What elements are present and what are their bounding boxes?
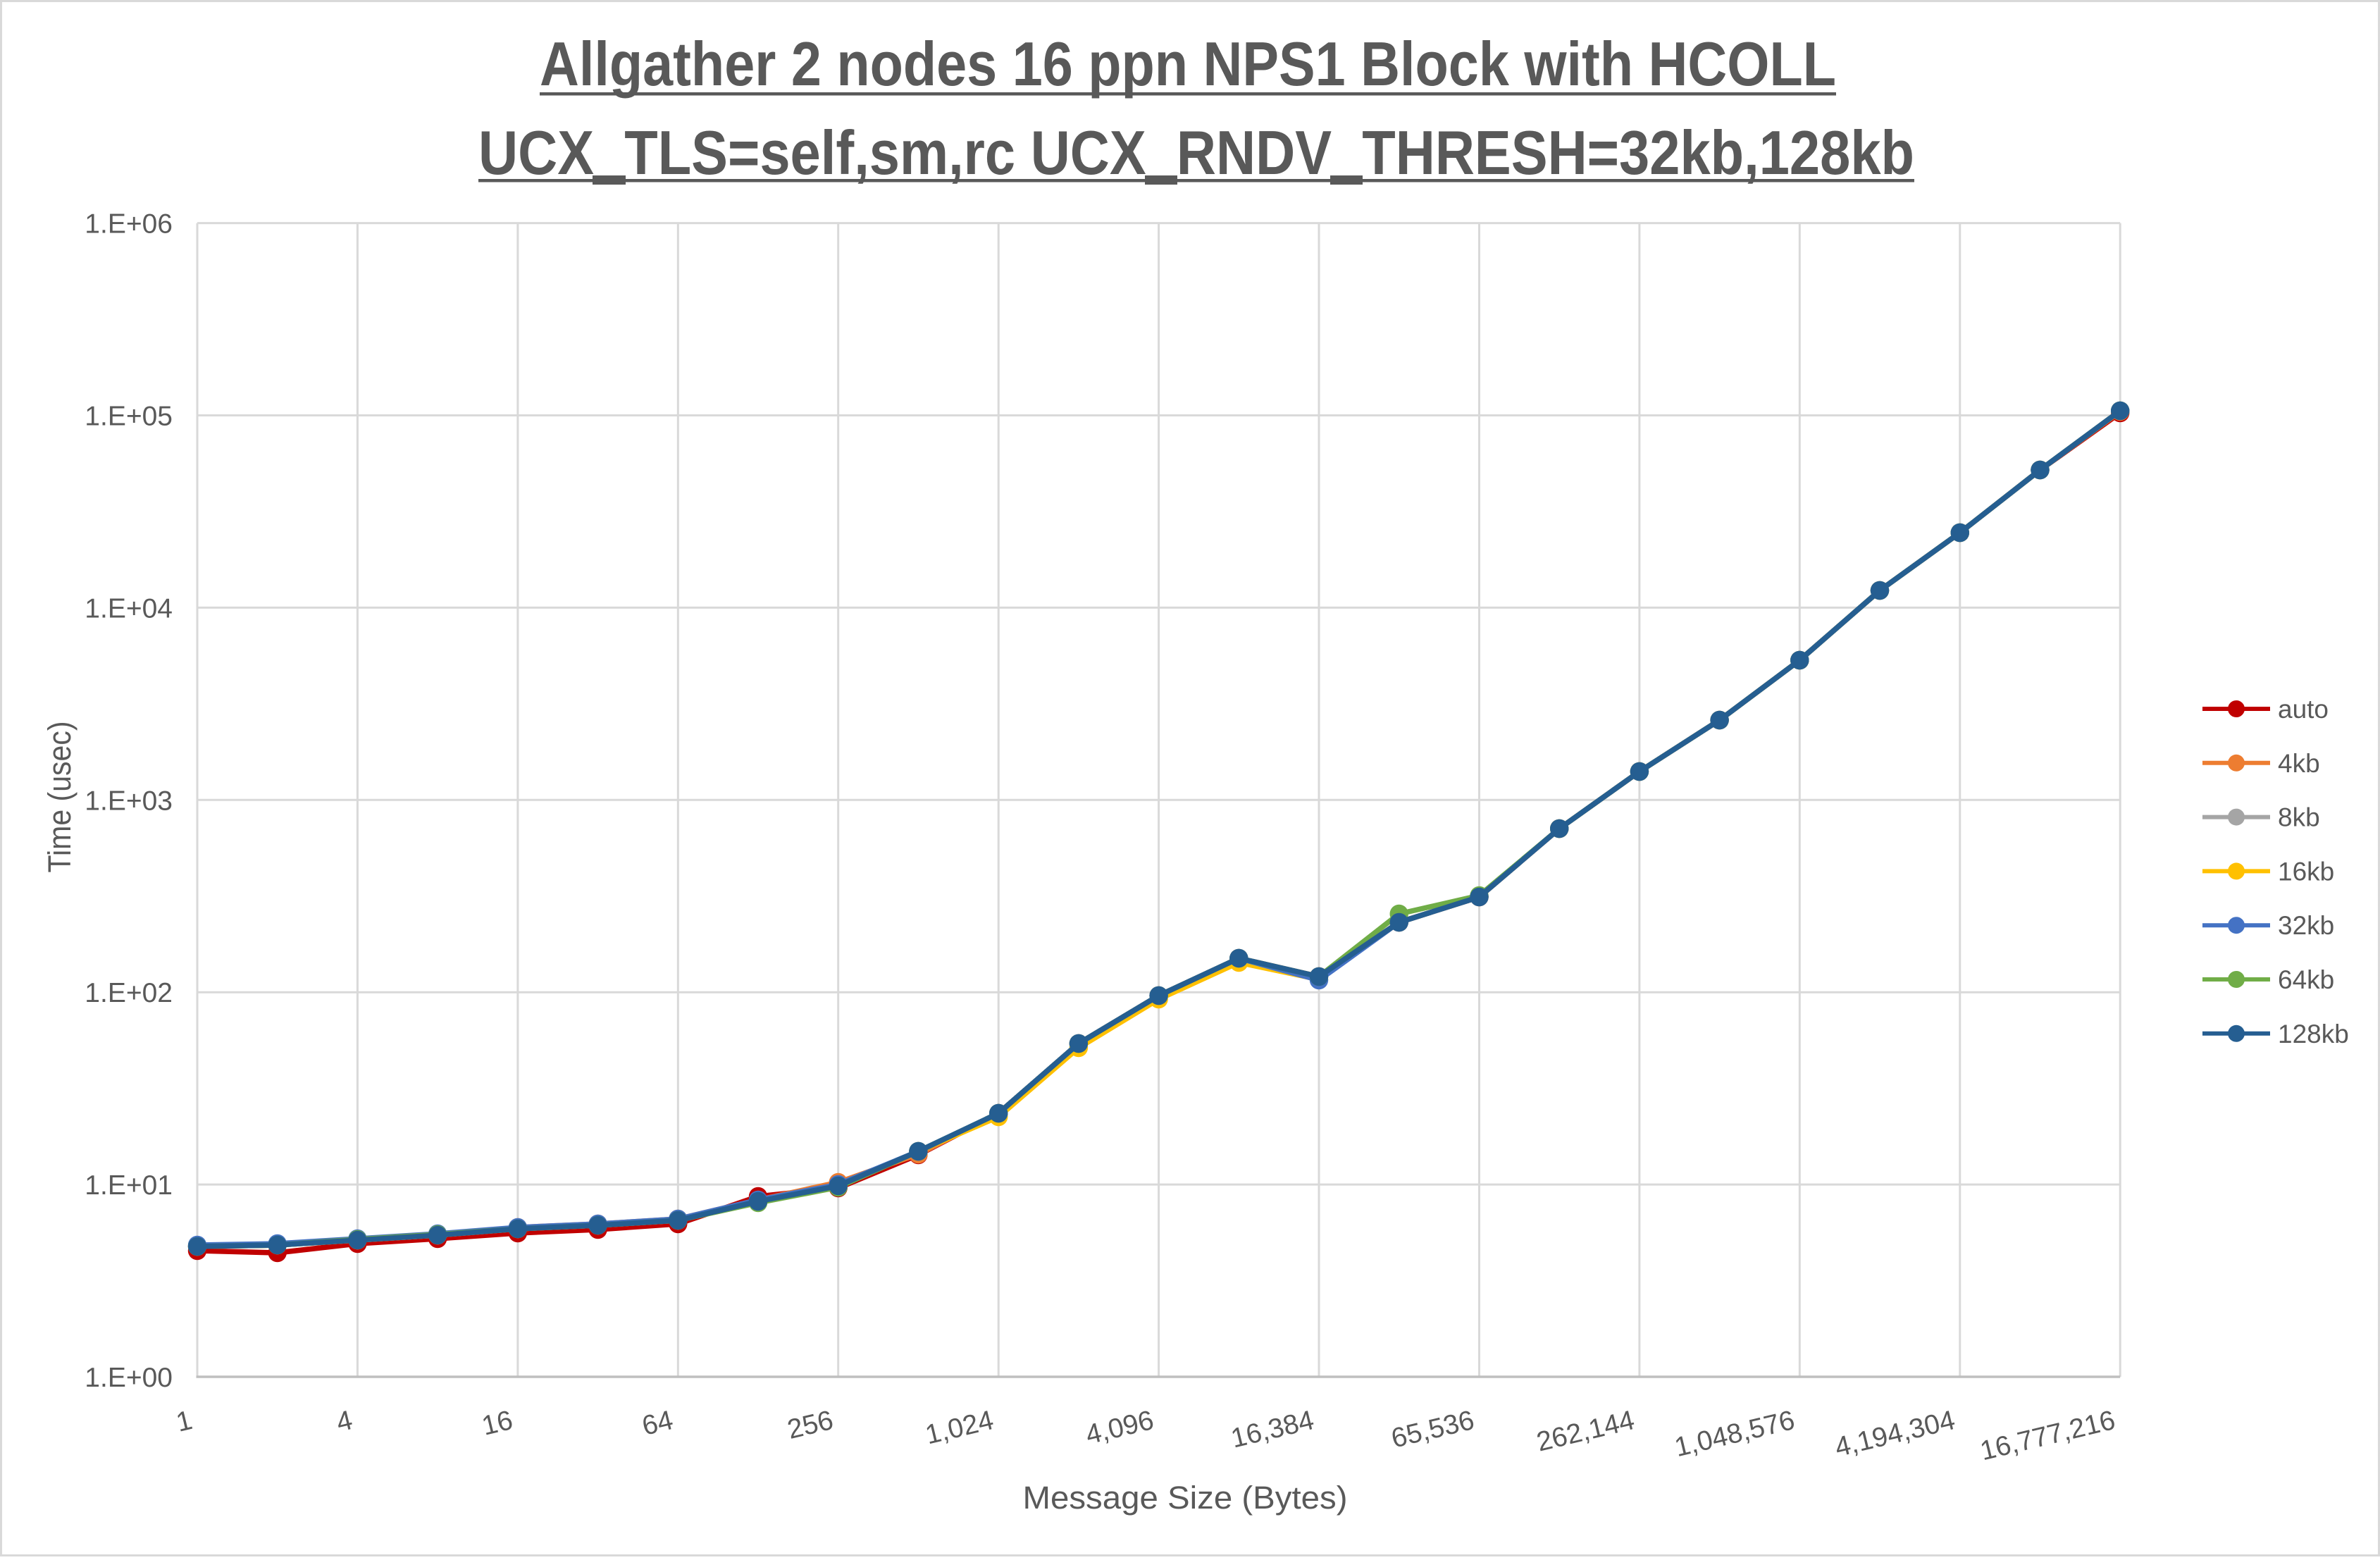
svg-text:Allgather 2 nodes 16 ppn NPS1: Allgather 2 nodes 16 ppn NPS1 Block with… (540, 29, 1836, 99)
svg-text:4kb: 4kb (2278, 749, 2320, 778)
svg-text:64kb: 64kb (2278, 965, 2334, 994)
svg-text:16kb: 16kb (2278, 857, 2334, 886)
svg-text:1.E+02: 1.E+02 (85, 978, 173, 1008)
svg-text:1.E+05: 1.E+05 (85, 402, 173, 432)
svg-text:1.E+00: 1.E+00 (85, 1363, 173, 1393)
svg-text:Time (usec): Time (usec) (42, 722, 78, 873)
svg-text:1.E+04: 1.E+04 (85, 593, 173, 624)
svg-text:8kb: 8kb (2278, 803, 2320, 832)
svg-text:16: 16 (479, 1405, 516, 1442)
svg-text:32kb: 32kb (2278, 911, 2334, 940)
svg-text:128kb: 128kb (2278, 1020, 2349, 1048)
svg-text:UCX_TLS=self,sm,rc UCX_RNDV_TH: UCX_TLS=self,sm,rc UCX_RNDV_THRESH=32kb,… (478, 118, 1914, 187)
svg-text:1.E+03: 1.E+03 (85, 786, 173, 816)
svg-text:1.E+01: 1.E+01 (85, 1170, 173, 1201)
svg-text:Message Size (Bytes): Message Size (Bytes) (1023, 1480, 1348, 1516)
svg-text:64: 64 (639, 1405, 676, 1442)
svg-text:1.E+06: 1.E+06 (85, 209, 173, 240)
svg-text:auto: auto (2278, 695, 2329, 724)
